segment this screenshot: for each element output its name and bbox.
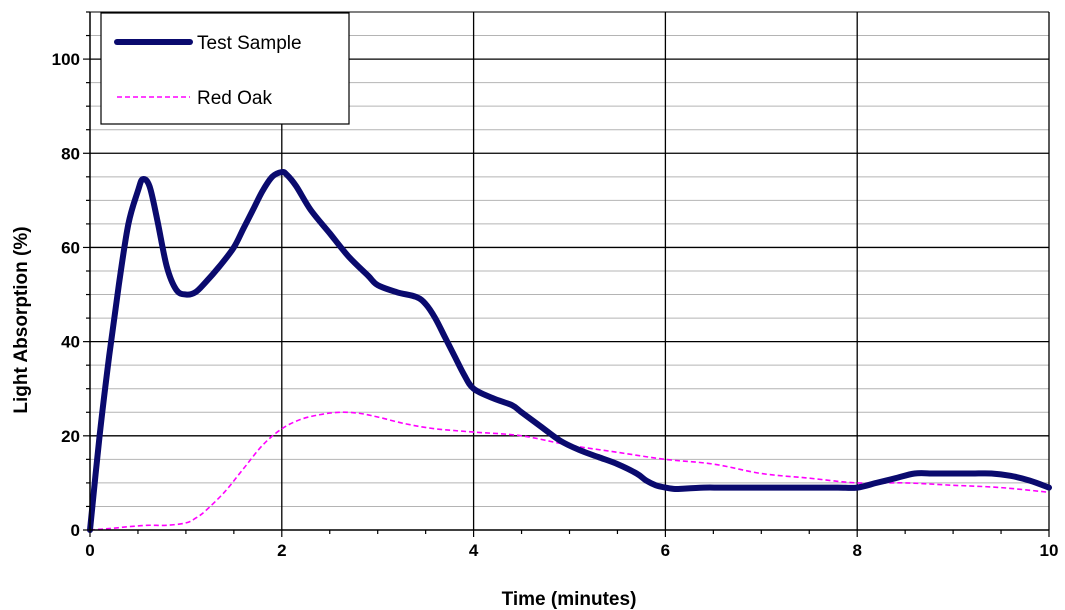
x-tick-label: 8 bbox=[852, 541, 861, 560]
y-tick-label: 80 bbox=[61, 144, 80, 163]
x-tick-label: 4 bbox=[469, 541, 479, 560]
y-tick-label: 20 bbox=[61, 427, 80, 446]
x-tick-label: 10 bbox=[1040, 541, 1059, 560]
y-tick-label: 60 bbox=[61, 238, 80, 257]
y-tick-label: 40 bbox=[61, 333, 80, 352]
legend-box bbox=[100, 12, 350, 125]
legend-label-test-sample: Test Sample bbox=[197, 33, 302, 54]
series-lines bbox=[87, 168, 1052, 533]
y-tick-label: 0 bbox=[71, 521, 80, 540]
series-line-test-sample bbox=[87, 168, 1052, 533]
y-tick-label: 100 bbox=[52, 50, 80, 69]
series-line-red-oak bbox=[89, 411, 1050, 531]
x-tick-label: 6 bbox=[661, 541, 670, 560]
x-tick-label: 0 bbox=[85, 541, 94, 560]
x-axis-title: Time (minutes) bbox=[502, 589, 637, 610]
axes: 0 20 40 60 80 100 0 2 4 6 8 10 bbox=[52, 11, 1059, 560]
legend: Test Sample Red Oak bbox=[100, 12, 350, 125]
x-tick-label: 2 bbox=[277, 541, 286, 560]
legend-label-red-oak: Red Oak bbox=[197, 88, 272, 109]
y-axis-title: Light Absorption (%) bbox=[11, 226, 32, 413]
